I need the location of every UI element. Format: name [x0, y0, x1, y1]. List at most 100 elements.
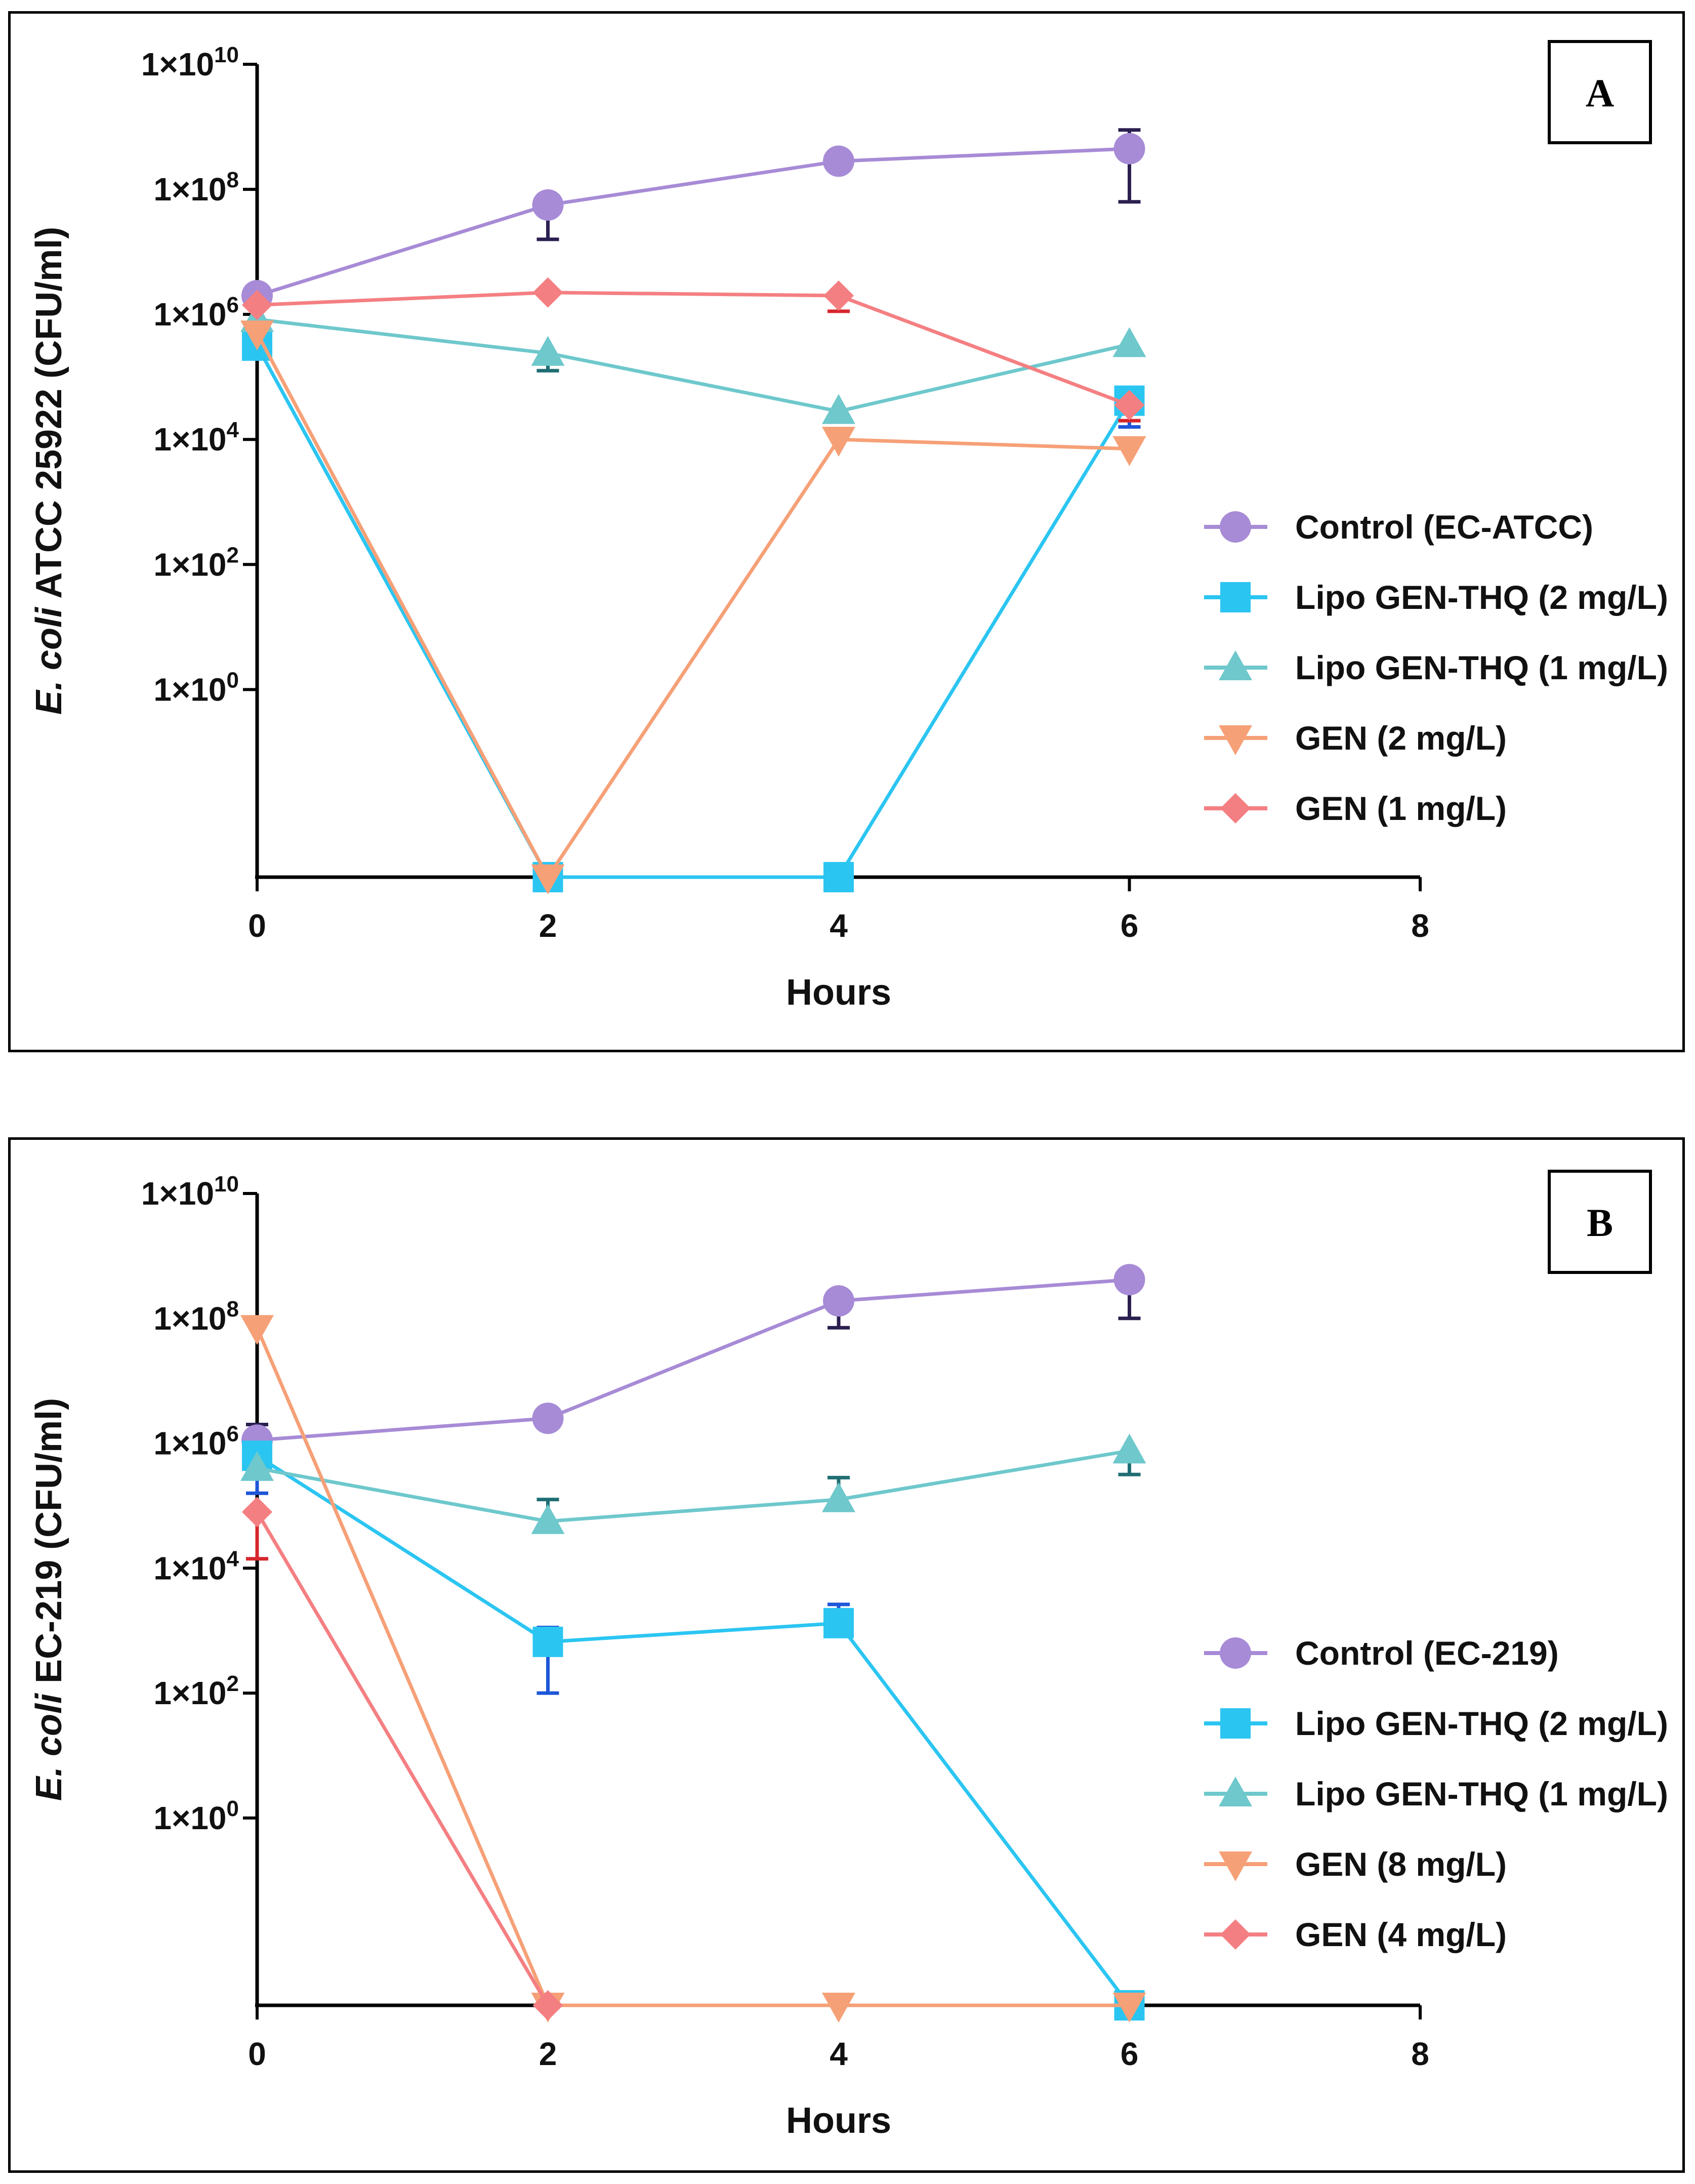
y-axis-title-rest: EC-219 (CFU/ml) — [29, 1398, 69, 1694]
data-point — [1112, 327, 1146, 357]
series-line — [256, 1454, 1131, 2007]
data-point — [822, 427, 855, 457]
y-tick-exponent: 8 — [227, 168, 239, 192]
y-axis-title-rest: ATCC 25922 (CFU/ml) — [29, 227, 69, 607]
legend-label: Control (EC-219) — [1295, 1634, 1559, 1672]
y-axis-title-italic: E. coli — [29, 1693, 69, 1801]
data-point — [531, 1504, 565, 1534]
x-tick-label: 4 — [830, 908, 848, 944]
y-tick-exponent: 8 — [227, 1297, 239, 1322]
data-point — [1114, 390, 1145, 421]
y-tick-label: 1×108 — [153, 168, 239, 208]
y-tick-label: 1×106 — [153, 1422, 239, 1462]
legend-label: Lipo GEN-THQ (2 mg/L) — [1295, 1705, 1668, 1742]
series-group — [240, 1315, 1146, 2023]
data-point — [532, 1626, 563, 1657]
data-point — [823, 145, 854, 177]
legend-marker — [1219, 725, 1252, 755]
legend-entry: Lipo GEN-THQ (2 mg/L) — [1204, 579, 1668, 616]
legend-entry: Control (EC-ATCC) — [1204, 508, 1593, 546]
x-tick-label: 2 — [539, 908, 557, 944]
y-tick-exponent: 0 — [227, 668, 239, 692]
data-point — [1112, 436, 1146, 466]
legend-entry: Lipo GEN-THQ (1 mg/L) — [1204, 649, 1668, 686]
legend-entry: GEN (2 mg/L) — [1204, 719, 1507, 757]
y-tick-mantissa: 1×10 — [141, 1175, 214, 1212]
y-tick-mantissa: 1×10 — [153, 546, 226, 583]
legend-label: Control (EC-ATCC) — [1295, 508, 1593, 546]
panel-label: B — [1587, 1201, 1613, 1245]
x-tick-label: 0 — [248, 908, 266, 944]
legend-label: GEN (8 mg/L) — [1295, 1845, 1507, 1883]
series-group — [241, 128, 1145, 312]
data-point — [240, 1315, 274, 1345]
panel-b: 1×1010 1×108 1×106 1×104 1×102 1×100 0 2 4 6 8 Hour… — [8, 1137, 1685, 2173]
data-point — [532, 1990, 563, 2021]
data-point — [1112, 1433, 1146, 1464]
y-tick-exponent: 2 — [227, 1671, 239, 1696]
legend-entry: Control (EC-219) — [1204, 1634, 1559, 1672]
y-tick-mantissa: 1×10 — [153, 1800, 226, 1836]
legend-entry: GEN (8 mg/L) — [1204, 1845, 1507, 1883]
y-tick-exponent: 6 — [227, 293, 239, 317]
y-tick-mantissa: 1×10 — [153, 296, 226, 333]
y-tick-exponent: 0 — [227, 1796, 239, 1821]
x-tick-label: 4 — [830, 2036, 848, 2072]
series-line — [257, 291, 1130, 407]
data-point — [531, 864, 565, 894]
legend-label: GEN (1 mg/L) — [1295, 790, 1507, 827]
y-axis-title: E. coli ATCC 25922 (CFU/ml) — [29, 227, 69, 715]
x-tick-label: 0 — [248, 2036, 266, 2072]
legend-marker — [1220, 1708, 1251, 1739]
legend-marker — [1220, 1919, 1251, 1950]
y-tick-label: 1×1010 — [141, 43, 239, 83]
y-tick-exponent: 4 — [227, 1546, 239, 1571]
y-tick-mantissa: 1×10 — [153, 1425, 226, 1462]
data-point — [240, 320, 274, 351]
y-tick-exponent: 6 — [227, 1422, 239, 1447]
series-group — [242, 1497, 563, 2021]
series-line — [257, 1449, 1130, 1523]
y-tick-mantissa: 1×10 — [153, 1550, 226, 1586]
data-point — [822, 1993, 855, 2023]
series-line — [255, 1327, 1130, 2007]
legend-label: GEN (2 mg/L) — [1295, 719, 1507, 757]
data-point — [823, 1285, 854, 1317]
legend-entry: Lipo GEN-THQ (2 mg/L) — [1204, 1705, 1668, 1742]
x-tick-label: 6 — [1121, 908, 1139, 944]
legend-marker — [1219, 1851, 1252, 1881]
data-point — [823, 862, 854, 892]
data-point — [823, 1608, 854, 1638]
y-tick-mantissa: 1×10 — [153, 1675, 226, 1711]
data-point — [532, 1403, 564, 1434]
x-tick-label: 6 — [1121, 2036, 1139, 2072]
y-tick-label: 1×106 — [153, 293, 239, 333]
x-tick-label: 2 — [539, 2036, 557, 2072]
y-tick-mantissa: 1×10 — [153, 1300, 226, 1337]
x-tick-label: 8 — [1411, 2036, 1429, 2072]
x-axis-title: Hours — [786, 972, 891, 1013]
y-tick-mantissa: 1×10 — [153, 421, 226, 458]
series-group — [240, 1433, 1146, 1534]
legend-entry: GEN (1 mg/L) — [1204, 790, 1507, 827]
y-tick-mantissa: 1×10 — [153, 671, 226, 708]
data-point — [242, 290, 272, 320]
y-tick-mantissa: 1×10 — [141, 46, 214, 83]
panel-label-box — [1548, 40, 1652, 144]
legend-label: Lipo GEN-THQ (2 mg/L) — [1295, 579, 1668, 616]
series-line — [257, 317, 1130, 414]
data-point — [1113, 133, 1145, 164]
y-tick-label: 1×104 — [153, 418, 239, 458]
legend-label: Lipo GEN-THQ (1 mg/L) — [1295, 649, 1668, 686]
series-line — [255, 332, 1130, 881]
series-line — [256, 147, 1130, 298]
legend-marker — [1220, 511, 1251, 543]
series-group — [242, 1440, 1145, 2021]
y-tick-label: 1×104 — [153, 1546, 239, 1586]
data-point — [531, 336, 565, 366]
x-axis-title: Hours — [786, 2100, 891, 2141]
data-point — [532, 189, 564, 221]
legend-marker — [1220, 582, 1251, 612]
series-group — [240, 320, 1146, 894]
